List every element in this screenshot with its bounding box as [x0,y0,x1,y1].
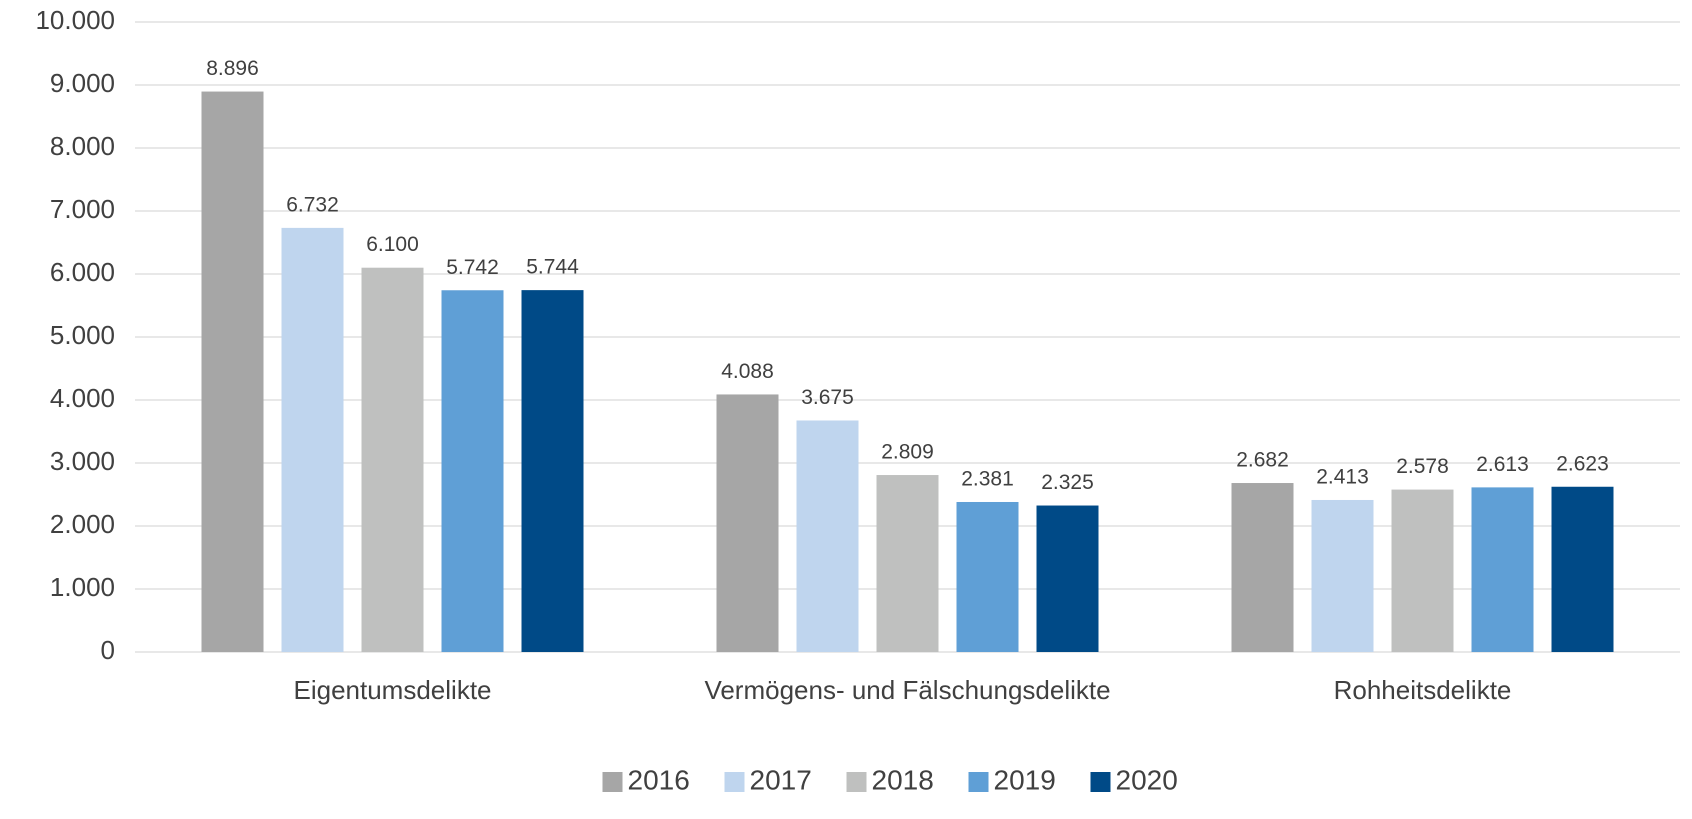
data-label: 2.623 [1556,452,1609,475]
bar [521,290,584,652]
y-tick-label: 10.000 [35,5,115,35]
data-label: 6.100 [366,233,419,256]
bar [796,420,859,652]
bar [441,290,504,652]
bar [876,475,939,652]
legend-label: 2020 [1116,764,1178,795]
data-label: 5.744 [526,256,579,279]
data-label: 2.413 [1316,466,1369,489]
y-tick-label: 6.000 [50,257,115,287]
data-label: 2.613 [1476,453,1529,476]
legend-label: 2016 [628,764,690,795]
legend-swatch [724,772,745,792]
data-label: 4.088 [721,360,774,383]
bar [1231,483,1294,652]
y-tick-label: 3.000 [50,446,115,476]
legend-swatch [968,772,989,792]
y-tick-label: 9.000 [50,68,115,98]
x-tick-label: Eigentumsdelikte [294,675,492,705]
legend-label: 2018 [872,764,934,795]
bar [716,394,779,652]
y-tick-label: 1.000 [50,572,115,602]
x-tick-label: Vermögens- und Fälschungsdelikte [704,675,1110,705]
data-label: 2.682 [1236,449,1289,472]
data-label: 6.732 [286,193,339,216]
legend-swatch [1090,772,1111,792]
y-tick-label: 4.000 [50,383,115,413]
y-tick-label: 5.000 [50,320,115,350]
y-tick-label: 8.000 [50,131,115,161]
y-tick-label: 2.000 [50,509,115,539]
legend-label: 2019 [994,764,1056,795]
legend-label: 2017 [750,764,812,795]
y-tick-label: 7.000 [50,194,115,224]
bar [956,501,1019,652]
bar [1391,489,1454,652]
bar [361,267,424,652]
data-label: 2.381 [961,468,1014,491]
data-label: 5.742 [446,256,499,279]
bar [281,227,344,652]
data-label: 3.675 [801,386,854,409]
data-label: 2.578 [1396,455,1449,478]
legend-swatch [846,772,867,792]
data-label: 2.809 [881,441,934,464]
bar [1036,505,1099,652]
legend-swatch [602,772,623,792]
data-label: 2.325 [1041,471,1094,494]
bar [1551,486,1614,652]
y-tick-label: 0 [101,635,115,665]
bar [1311,499,1374,652]
x-tick-label: Rohheitsdelikte [1334,675,1512,705]
data-label: 8.896 [206,57,259,80]
bar [201,91,264,652]
bar [1471,487,1534,652]
